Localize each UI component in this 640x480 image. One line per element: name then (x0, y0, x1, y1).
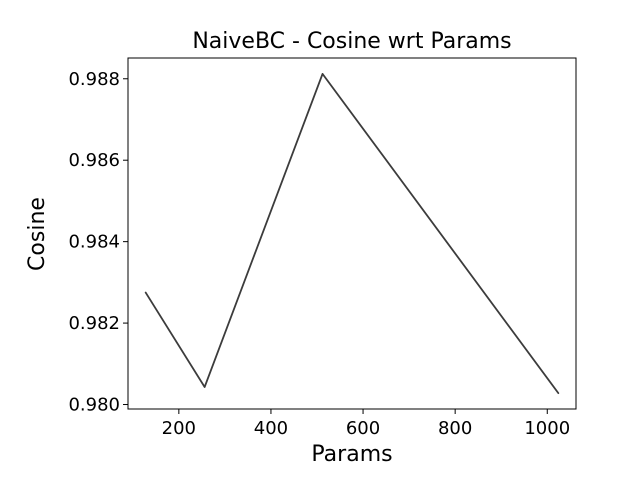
y-axis: 0.980 0.982 0.984 0.986 0.988 (68, 69, 128, 416)
x-tick-label: 600 (346, 418, 380, 439)
x-tick-label: 400 (254, 418, 288, 439)
x-tick-label: 200 (162, 418, 196, 439)
x-tick-label: 1000 (524, 418, 570, 439)
y-tick-label: 0.986 (68, 150, 120, 171)
series-layer (144, 72, 560, 395)
y-tick-label: 0.988 (68, 69, 120, 90)
x-tick-label: 800 (438, 418, 472, 439)
plot-area: 200 400 600 800 1000 0.9800.9820.9840.9860.9… (68, 57, 577, 439)
chart-title: NaiveBC - Cosine wrt Params (192, 29, 511, 54)
y-tick-label: 0.982 (68, 313, 120, 334)
y-tick-label: 0.984 (68, 232, 120, 253)
series-line (144, 72, 560, 395)
x-axis: 200 400 600 800 1000 (162, 409, 570, 439)
y-tick-label: 0.980 (68, 395, 120, 416)
y-axis-label: Cosine (25, 197, 50, 271)
x-axis-label: Params (311, 442, 392, 467)
plot-frame (127, 57, 577, 410)
